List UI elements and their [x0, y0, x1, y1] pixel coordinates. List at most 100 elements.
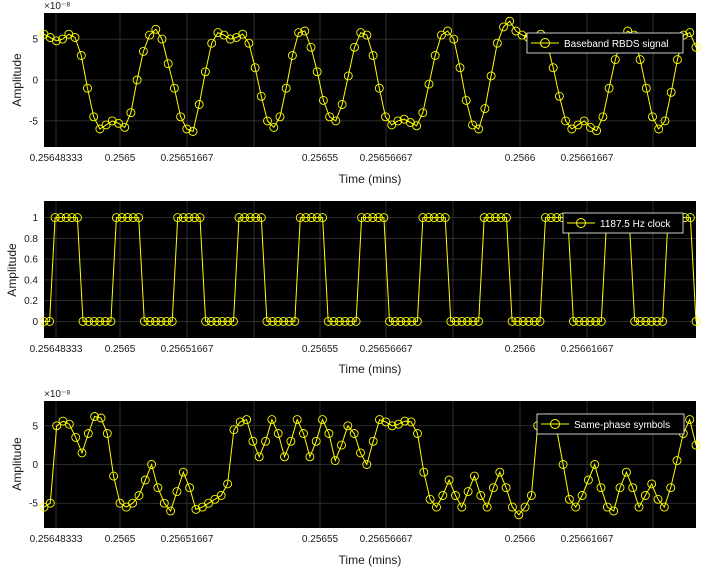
data-point: [114, 118, 123, 128]
data-point: [96, 413, 106, 423]
data-point: [647, 479, 657, 489]
data-point: [340, 316, 350, 326]
data-point: [307, 213, 316, 223]
y-tick-label: 1: [32, 213, 38, 224]
data-point: [406, 417, 416, 427]
data-point: [273, 316, 283, 326]
data-point: [329, 316, 339, 326]
data-point: [312, 67, 322, 77]
data-point: [109, 471, 119, 481]
data-point: [330, 456, 340, 466]
data-point: [691, 42, 701, 52]
legend[interactable]: Baseband RBDS signal: [526, 32, 684, 54]
legend-marker: [540, 38, 550, 48]
data-point: [379, 213, 389, 223]
data-point: [121, 502, 131, 512]
data-point: [83, 83, 92, 93]
data-point: [173, 213, 183, 223]
data-point: [604, 83, 614, 93]
data-point: [273, 429, 283, 438]
data-point: [652, 316, 662, 326]
data-point: [513, 316, 523, 326]
data-point: [267, 415, 277, 425]
x-tick-label: 0.25655: [302, 534, 339, 545]
data-point: [546, 213, 556, 223]
data-point: [424, 213, 433, 223]
data-point: [45, 498, 55, 508]
data-point: [615, 483, 625, 493]
data-point: [596, 316, 606, 326]
data-point: [52, 421, 62, 431]
data-point: [357, 213, 367, 223]
data-point: [123, 213, 133, 223]
data-point: [159, 498, 169, 508]
data-point: [261, 436, 271, 446]
data-point: [56, 213, 66, 223]
plot-clock: 0.25648333 0.2565 0.25651667 0.25655 0.25656…: [5, 201, 701, 376]
data-point: [577, 491, 587, 500]
y-exponent-label: ×10⁻⁸: [44, 1, 70, 12]
data-point: [71, 432, 81, 442]
data-point: [346, 316, 355, 326]
x-tick-label: 0.2565: [105, 344, 136, 355]
data-point: [337, 100, 347, 109]
data-point: [596, 483, 606, 493]
data-point: [634, 502, 644, 512]
data-point: [648, 112, 657, 122]
data-point: [444, 475, 454, 485]
data-point: [418, 108, 428, 118]
data-point: [151, 24, 161, 34]
data-point: [151, 316, 160, 326]
data-point: [279, 316, 289, 326]
data-point: [476, 491, 486, 500]
data-point: [206, 316, 216, 326]
data-point: [194, 100, 204, 109]
x-tick-label: 0.2565: [105, 534, 136, 545]
data-point: [213, 28, 223, 38]
x-tick-label: 0.2566: [505, 153, 536, 164]
y-tick-label: 0.4: [24, 275, 38, 286]
data-point: [251, 213, 261, 223]
data-point: [106, 316, 116, 326]
data-point: [256, 91, 266, 101]
data-point: [117, 213, 127, 223]
x-axis-label: Time (mins): [339, 553, 402, 567]
data-point: [102, 429, 112, 438]
data-point: [413, 429, 422, 438]
data-point: [660, 116, 670, 126]
data-point: [89, 316, 99, 326]
data-point: [39, 316, 49, 326]
data-point: [449, 34, 459, 44]
data-point: [311, 436, 321, 446]
data-point: [561, 116, 571, 126]
data-point: [401, 316, 411, 326]
data-point: [281, 83, 291, 93]
data-point: [287, 51, 297, 60]
data-point: [216, 491, 226, 500]
data-point: [280, 452, 289, 462]
data-point: [490, 213, 500, 223]
y-axis-label: Amplitude: [5, 243, 19, 297]
data-point: [396, 316, 406, 326]
data-point: [474, 124, 484, 134]
data-point: [318, 415, 327, 425]
data-point: [548, 63, 558, 73]
data-point: [67, 213, 77, 223]
data-point: [147, 460, 157, 469]
data-point: [666, 87, 676, 97]
data-point: [61, 213, 71, 223]
data-point: [248, 436, 258, 446]
data-point: [567, 124, 577, 134]
data-point: [496, 213, 506, 223]
data-point: [178, 213, 188, 223]
data-point: [134, 213, 144, 223]
data-point: [132, 75, 142, 85]
y-exponent-label: ×10⁻⁸: [44, 389, 70, 400]
data-point: [435, 213, 445, 223]
legend[interactable]: Same-phase symbols: [536, 413, 685, 435]
data-point: [635, 316, 645, 326]
data-point: [190, 213, 199, 223]
legend[interactable]: 1187.5 Hz clock: [562, 212, 684, 234]
data-point: [58, 34, 68, 44]
